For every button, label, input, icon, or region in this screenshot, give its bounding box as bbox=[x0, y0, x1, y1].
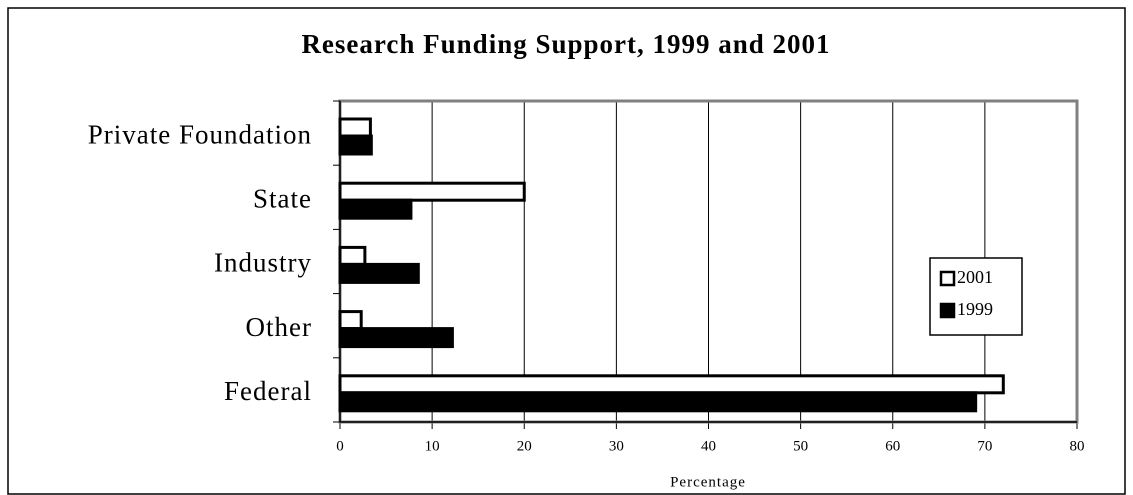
x-tick-label: 30 bbox=[609, 438, 624, 454]
x-tick-label: 0 bbox=[336, 438, 344, 454]
y-tick-label: Federal bbox=[224, 376, 312, 406]
bar bbox=[338, 374, 1005, 395]
legend-swatch bbox=[939, 302, 956, 319]
chart-frame bbox=[7, 7, 1126, 495]
x-tick-label: 10 bbox=[425, 438, 440, 454]
bar bbox=[338, 262, 420, 284]
bar bbox=[338, 310, 363, 331]
bar bbox=[338, 327, 454, 349]
y-tick-label: Private Foundation bbox=[88, 119, 312, 149]
bar bbox=[338, 198, 413, 220]
bar bbox=[338, 391, 978, 413]
x-tick-label: 80 bbox=[1070, 438, 1085, 454]
x-tick-label: 70 bbox=[977, 438, 992, 454]
bar bbox=[338, 245, 367, 266]
bar bbox=[338, 134, 373, 156]
legend-label: 2001 bbox=[957, 267, 993, 287]
x-axis-label: Percentage bbox=[670, 474, 746, 490]
x-tick-label: 60 bbox=[885, 438, 900, 454]
x-tick-label: 40 bbox=[701, 438, 716, 454]
chart-title: Research Funding Support, 1999 and 2001 bbox=[301, 29, 830, 59]
x-tick-label: 50 bbox=[793, 438, 808, 454]
bar bbox=[338, 117, 372, 138]
y-tick-label: Other bbox=[246, 312, 312, 342]
y-tick-label: Industry bbox=[214, 248, 312, 278]
legend-swatch bbox=[939, 270, 956, 287]
bar bbox=[338, 181, 526, 202]
y-tick-label: State bbox=[253, 184, 312, 214]
x-tick-label: 20 bbox=[517, 438, 532, 454]
legend-label: 1999 bbox=[957, 299, 993, 319]
